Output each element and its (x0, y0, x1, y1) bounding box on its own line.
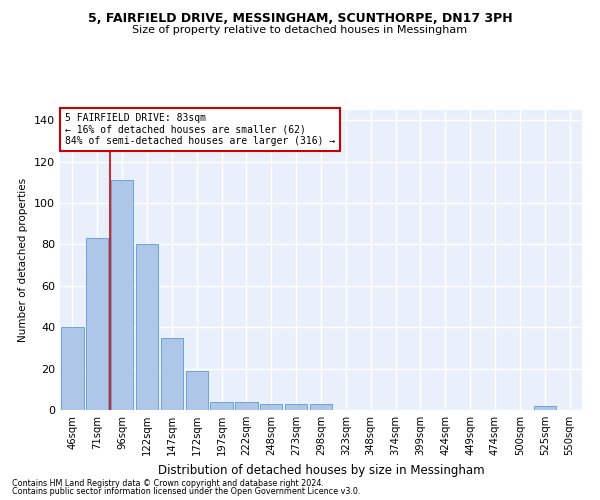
Bar (136, 244, 158, 410)
Text: Contains public sector information licensed under the Open Government Licence v3: Contains public sector information licen… (12, 487, 361, 496)
Bar (285, 404, 307, 410)
Y-axis label: Number of detached properties: Number of detached properties (19, 178, 28, 342)
Bar (111, 180, 133, 410)
Bar (533, 406, 556, 410)
Bar (260, 404, 283, 410)
Bar (86, 238, 109, 410)
Bar (235, 402, 257, 410)
Text: 5, FAIRFIELD DRIVE, MESSINGHAM, SCUNTHORPE, DN17 3PH: 5, FAIRFIELD DRIVE, MESSINGHAM, SCUNTHOR… (88, 12, 512, 26)
Bar (185, 370, 208, 410)
Text: Contains HM Land Registry data © Crown copyright and database right 2024.: Contains HM Land Registry data © Crown c… (12, 478, 324, 488)
Text: Size of property relative to detached houses in Messingham: Size of property relative to detached ho… (133, 25, 467, 35)
Text: 5 FAIRFIELD DRIVE: 83sqm
← 16% of detached houses are smaller (62)
84% of semi-d: 5 FAIRFIELD DRIVE: 83sqm ← 16% of detach… (65, 113, 335, 146)
Bar (61, 327, 83, 410)
Bar (211, 402, 233, 410)
Bar (310, 404, 332, 410)
X-axis label: Distribution of detached houses by size in Messingham: Distribution of detached houses by size … (158, 464, 484, 476)
Bar (161, 338, 183, 410)
